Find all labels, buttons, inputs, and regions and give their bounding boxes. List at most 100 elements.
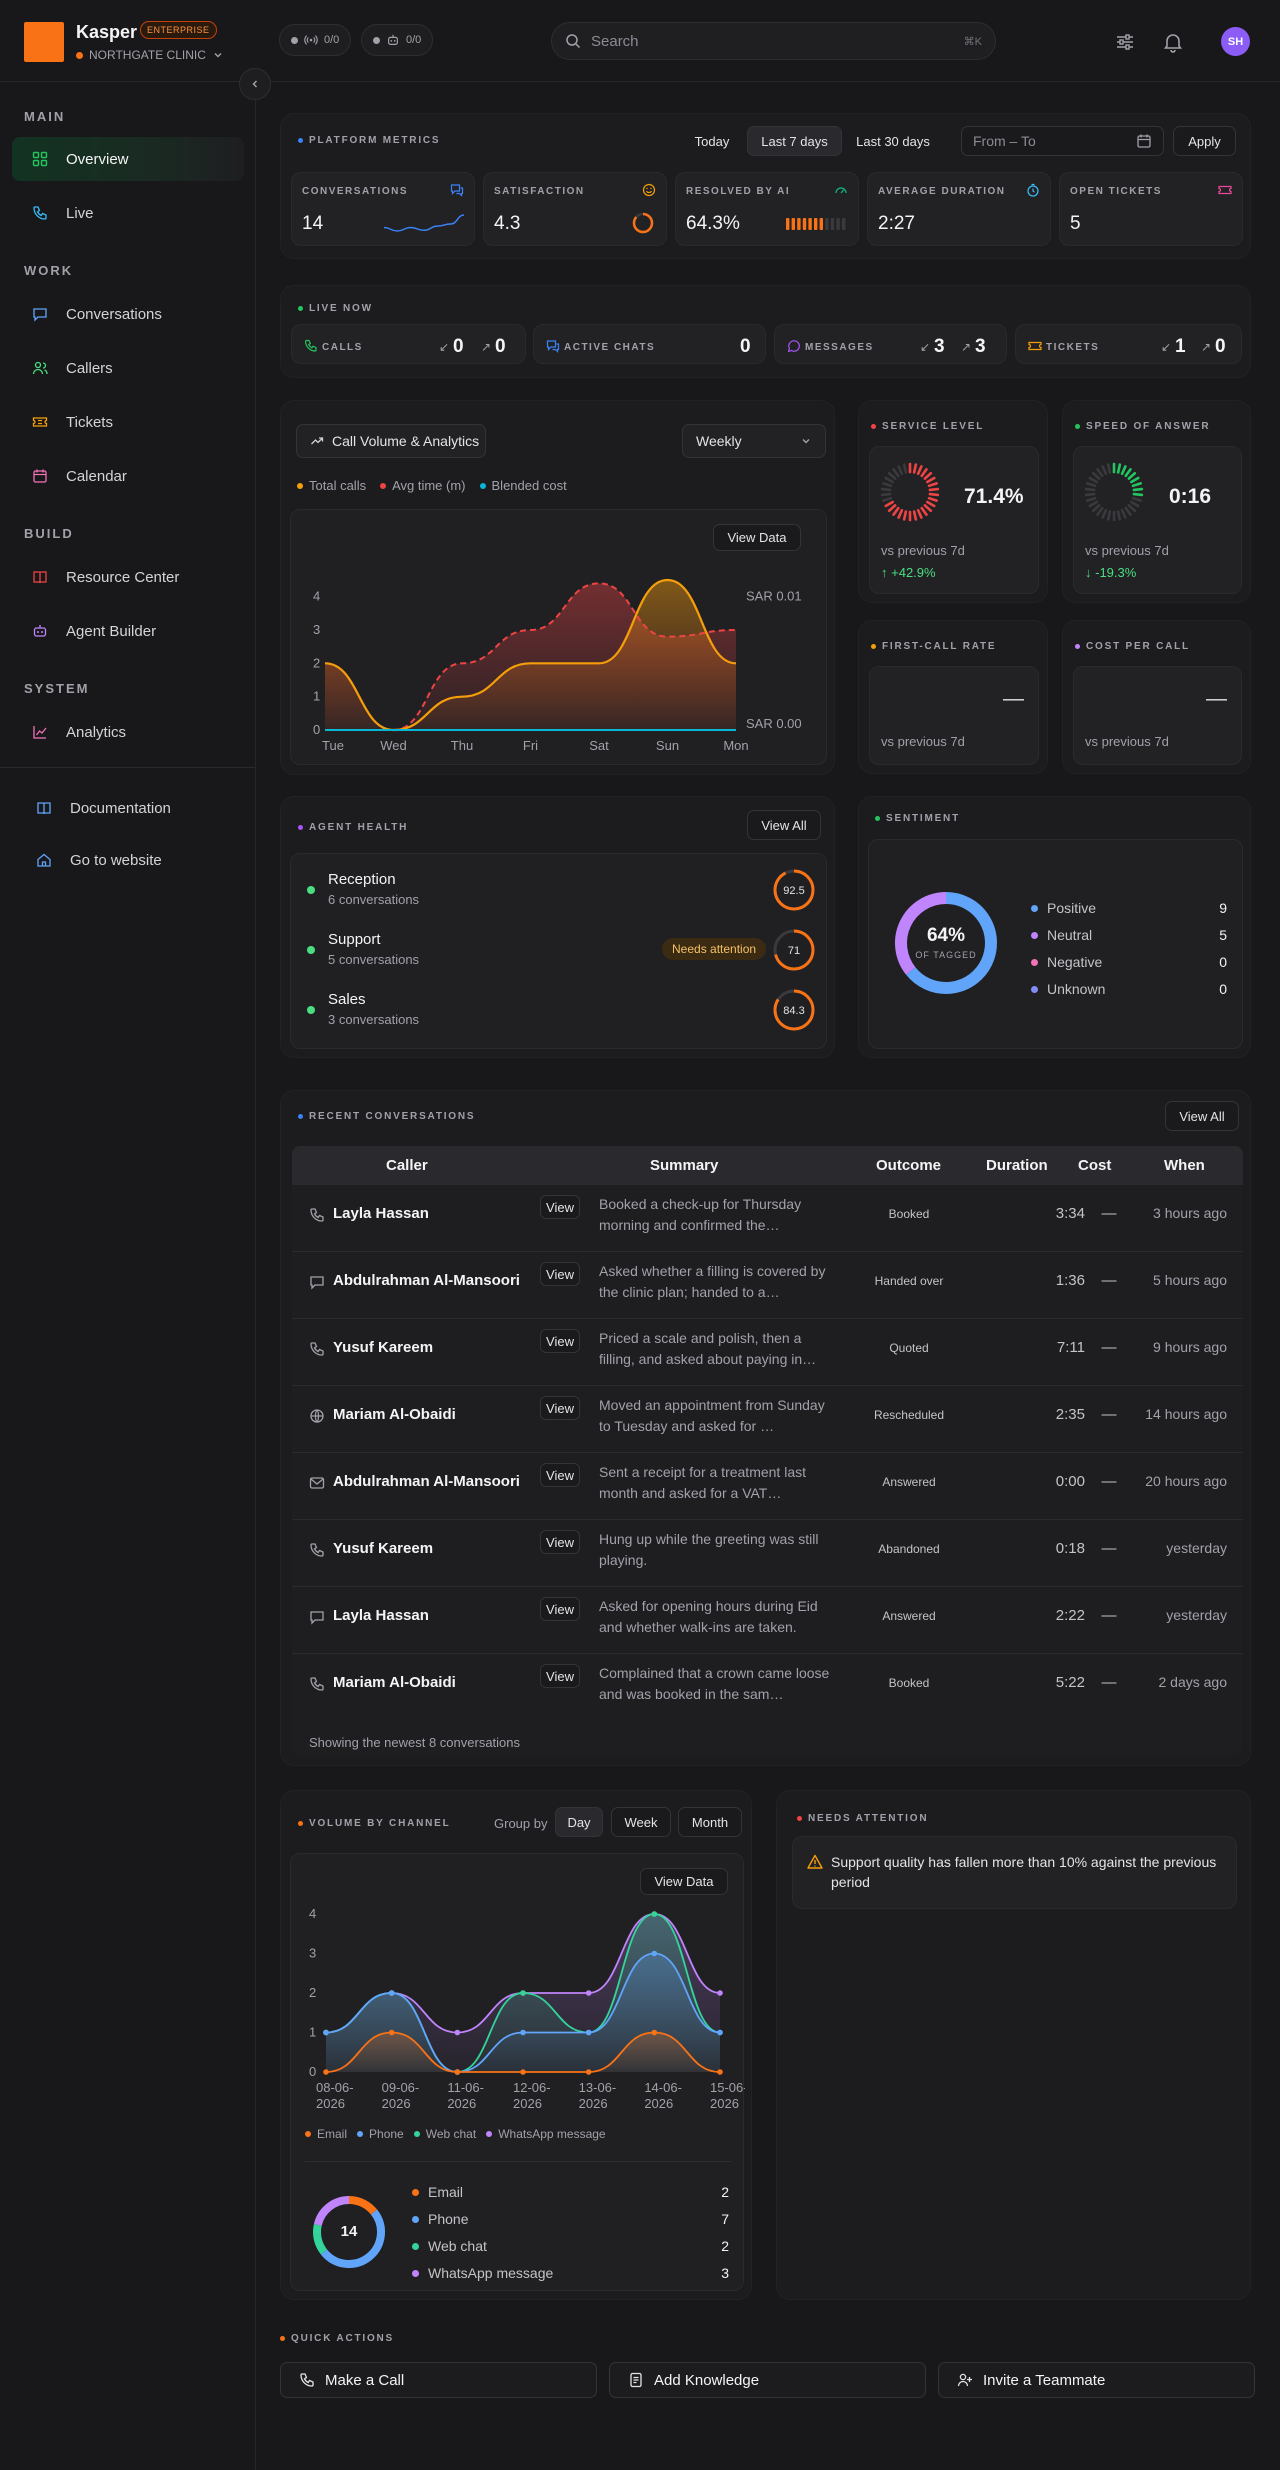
live-calls-in: 0 bbox=[453, 336, 464, 357]
sidebar-item-analytics[interactable]: Analytics bbox=[12, 710, 244, 754]
col-summary[interactable]: Summary bbox=[650, 1157, 719, 1174]
channel-total-label: Email bbox=[428, 2184, 464, 2200]
range-7-days-button[interactable]: Last 7 days bbox=[747, 126, 842, 156]
live-chats-card[interactable]: ACTIVE CHATS 0 bbox=[533, 324, 766, 364]
sidebar-item-documentation[interactable]: Documentation bbox=[16, 786, 248, 830]
group-day-button[interactable]: Day bbox=[555, 1807, 603, 1837]
sidebar-item-website[interactable]: Go to website bbox=[16, 838, 248, 882]
live-bots-pill[interactable]: 0/0 bbox=[361, 24, 434, 56]
brand-logo[interactable] bbox=[24, 22, 64, 62]
channel-card: View Data 0 1 2 3 4 08-06-2026 09-06-2026 11-06… bbox=[290, 1853, 745, 2291]
agent-row-support[interactable]: Support 5 conversations Needs attention … bbox=[307, 924, 815, 984]
agent-row-sales[interactable]: Sales 3 conversations 84.3 bbox=[307, 984, 815, 1044]
table-row[interactable]: Layla Hassan View Booked a check-up for Th… bbox=[292, 1185, 1243, 1252]
legend-dot bbox=[412, 2270, 419, 2277]
sidebar-item-agent-builder[interactable]: Agent Builder bbox=[12, 609, 244, 653]
kpi-speed-of-answer: SPEED OF ANSWER 0:16 vs previous 7d ↓ -1… bbox=[1062, 400, 1251, 603]
table-row[interactable]: Yusuf Kareem View Hung up while the greeti… bbox=[292, 1520, 1243, 1587]
live-tickets-card[interactable]: TICKETS ↙ 1 ↗ 0 bbox=[1015, 324, 1242, 364]
sidebar-item-overview[interactable]: Overview bbox=[12, 137, 244, 181]
invite-teammate-button[interactable]: Invite a Teammate bbox=[938, 2362, 1255, 2398]
make-call-button[interactable]: Make a Call bbox=[280, 2362, 597, 2398]
view-button[interactable]: View bbox=[540, 1195, 580, 1219]
kpi-card[interactable]: 0:16 vs previous 7d ↓ -19.3% bbox=[1073, 446, 1242, 594]
ring-tick bbox=[1131, 482, 1142, 488]
col-cost[interactable]: Cost bbox=[1078, 1157, 1112, 1174]
search-bar[interactable]: ⌘K bbox=[551, 22, 996, 60]
live-calls-pill[interactable]: 0/0 bbox=[279, 24, 352, 56]
avatar[interactable]: SH bbox=[1221, 27, 1250, 56]
view-button[interactable]: View bbox=[540, 1530, 580, 1554]
section-title-text: QUICK ACTIONS bbox=[291, 2333, 395, 2344]
col-outcome[interactable]: Outcome bbox=[876, 1157, 942, 1174]
channel-chart: 0123408-06-202609-06-202611-06-202612-06… bbox=[309, 1906, 745, 2111]
legend-dot bbox=[412, 2189, 419, 2196]
needs-attention-title: NEEDS ATTENTION bbox=[797, 1813, 928, 1824]
sidebar-item-resource-center[interactable]: Resource Center bbox=[12, 555, 244, 599]
table-row[interactable]: Mariam Al-Obaidi View Complained that a cr… bbox=[292, 1654, 1243, 1721]
view-button[interactable]: View bbox=[540, 1396, 580, 1420]
table-row[interactable]: Mariam Al-Obaidi View Moved an appointment… bbox=[292, 1386, 1243, 1453]
agent-score: 84.3 bbox=[783, 1005, 804, 1017]
apply-button[interactable]: Apply bbox=[1173, 126, 1236, 156]
notifications-button[interactable] bbox=[1161, 30, 1185, 54]
view-data-button[interactable]: View Data bbox=[640, 1868, 728, 1895]
kpi-card[interactable]: — vs previous 7d bbox=[869, 666, 1039, 765]
sidebar-item-calendar[interactable]: Calendar bbox=[12, 454, 244, 498]
kpi-card[interactable]: 71.4% vs previous 7d ↑ +42.9% bbox=[869, 446, 1039, 594]
tab-call-volume[interactable]: Call Volume & Analytics bbox=[296, 424, 486, 458]
period-select[interactable]: Weekly bbox=[682, 424, 826, 458]
agent-row-reception[interactable]: Reception 6 conversations 92.5 bbox=[307, 864, 815, 924]
range-today-button[interactable]: Today bbox=[694, 133, 730, 149]
ring-tick bbox=[1120, 465, 1127, 476]
metric-average-duration[interactable]: AVERAGE DURATION 2:27 bbox=[867, 172, 1051, 246]
table-row[interactable]: Abdulrahman Al-Mansoori View Asked whether… bbox=[292, 1252, 1243, 1319]
recent-view-all[interactable]: View All bbox=[1165, 1101, 1239, 1131]
table-row[interactable]: Layla Hassan View Asked for opening hours … bbox=[292, 1587, 1243, 1654]
duration: 5:22 bbox=[1055, 1674, 1085, 1691]
metric-resolved-by-ai[interactable]: RESOLVED BY AI 64.3% bbox=[675, 172, 859, 246]
view-button[interactable]: View bbox=[540, 1329, 580, 1353]
sidebar-item-label: Callers bbox=[66, 359, 113, 377]
live-messages-card[interactable]: MESSAGES ↙ 3 ↗ 3 bbox=[774, 324, 1007, 364]
duration: 0:00 bbox=[1055, 1473, 1085, 1490]
metric-open-tickets[interactable]: OPEN TICKETS 5 bbox=[1059, 172, 1243, 246]
settings-button[interactable] bbox=[1113, 30, 1137, 54]
conversations-sparkline bbox=[383, 214, 465, 232]
view-button[interactable]: View bbox=[540, 1664, 580, 1688]
view-button[interactable]: View bbox=[540, 1597, 580, 1621]
sidebar-item-conversations[interactable]: Conversations bbox=[12, 292, 244, 336]
metric-satisfaction[interactable]: SATISFACTION 4.3 bbox=[483, 172, 667, 246]
agent-health-view-all[interactable]: View All bbox=[747, 810, 821, 840]
view-data-button[interactable]: View Data bbox=[713, 524, 801, 551]
agent-score-ring: 71 bbox=[773, 929, 815, 971]
ring-tick bbox=[1086, 496, 1097, 502]
col-duration[interactable]: Duration bbox=[986, 1157, 1048, 1174]
chat-icon bbox=[310, 1611, 324, 1625]
table-row[interactable]: Abdulrahman Al-Mansoori View Sent a receip… bbox=[292, 1453, 1243, 1520]
table-row[interactable]: Yusuf Kareem View Priced a scale and polis… bbox=[292, 1319, 1243, 1386]
kpi-card[interactable]: — vs previous 7d bbox=[1073, 666, 1242, 765]
search-input[interactable] bbox=[591, 32, 954, 50]
view-button[interactable]: View bbox=[540, 1463, 580, 1487]
group-month-button[interactable]: Month bbox=[678, 1807, 742, 1837]
metric-conversations[interactable]: CONVERSATIONS 14 bbox=[291, 172, 475, 246]
org-switcher[interactable]: NORTHGATE CLINIC bbox=[76, 48, 224, 62]
alert-card[interactable]: Support quality has fallen more than 10%… bbox=[792, 1836, 1237, 1909]
calendar-icon bbox=[1137, 134, 1151, 148]
ring-tick bbox=[920, 506, 928, 516]
range-30-days-button[interactable]: Last 30 days bbox=[856, 133, 930, 149]
legend-label: Total calls bbox=[309, 478, 367, 493]
channel-point bbox=[520, 1990, 526, 1996]
col-caller[interactable]: Caller bbox=[386, 1157, 428, 1174]
collapse-sidebar-button[interactable] bbox=[239, 68, 271, 100]
col-when[interactable]: When bbox=[1164, 1157, 1205, 1174]
add-knowledge-button[interactable]: Add Knowledge bbox=[609, 2362, 926, 2398]
date-range-picker[interactable]: From – To bbox=[961, 126, 1164, 156]
group-week-button[interactable]: Week bbox=[611, 1807, 671, 1837]
live-calls-card[interactable]: CALLS ↙ 0 ↗ 0 bbox=[291, 324, 526, 364]
sidebar-item-callers[interactable]: Callers bbox=[12, 346, 244, 390]
sidebar-item-live[interactable]: Live bbox=[12, 191, 244, 235]
view-button[interactable]: View bbox=[540, 1262, 580, 1286]
sidebar-item-tickets[interactable]: Tickets bbox=[12, 400, 244, 444]
